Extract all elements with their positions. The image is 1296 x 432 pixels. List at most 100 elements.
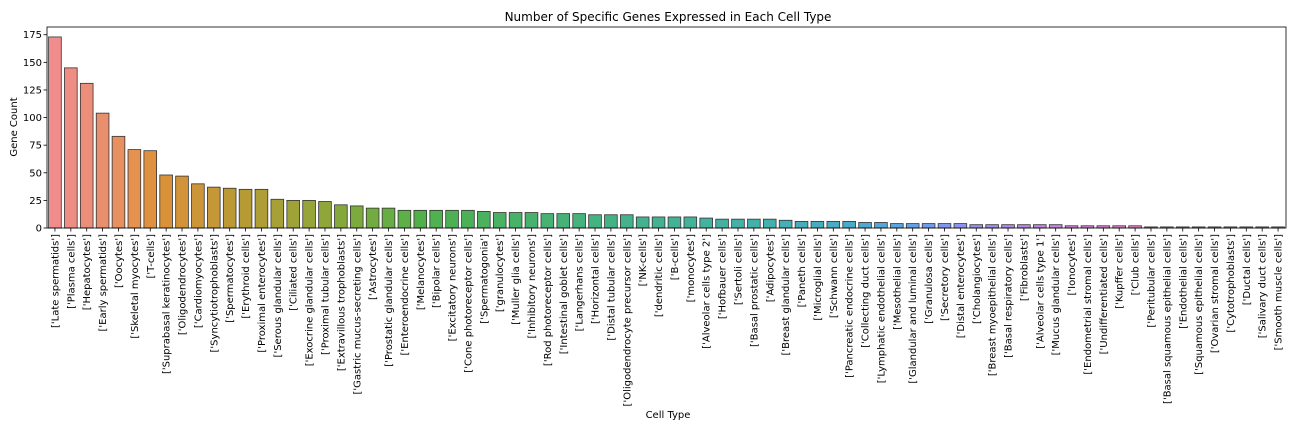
x-axis-ticks: ['Late spermatids'] ['Plasma cells'] ['Hep… bbox=[50, 228, 1285, 407]
x-tick-label: ['Melanocytes'] bbox=[416, 234, 427, 310]
bar bbox=[270, 198, 285, 229]
x-tick-label: ['Ductal cells'] bbox=[1242, 234, 1253, 305]
x-tick-label: ['B-cells'] bbox=[670, 234, 681, 280]
x-tick-label: ['Pancreatic endocrine cells'] bbox=[845, 234, 856, 378]
x-tick-label: ['Ionocytes'] bbox=[1067, 234, 1078, 296]
x-tick-label: ['Mucus glandular cells'] bbox=[1051, 234, 1062, 355]
x-tick-label: ['Proximal tubular cells'] bbox=[320, 234, 331, 355]
x-tick-label: ['Suprabasal keratinocytes'] bbox=[162, 234, 173, 374]
bar bbox=[556, 213, 571, 229]
bar bbox=[334, 204, 348, 229]
x-tick-label: ['Bipolar cells'] bbox=[432, 234, 443, 308]
x-tick-label: ['Gastric mucus-secreting cells'] bbox=[352, 234, 363, 395]
x-tick-label: ['Basal prostatic cells'] bbox=[749, 234, 760, 347]
bar bbox=[778, 219, 793, 229]
x-tick-label: ['Extravillous trophoblasts'] bbox=[336, 234, 347, 371]
bar bbox=[302, 199, 316, 229]
bar bbox=[969, 224, 984, 229]
bar bbox=[1048, 224, 1063, 229]
x-tick-label: ['Spermatogonia'] bbox=[479, 234, 490, 324]
bar bbox=[143, 150, 158, 229]
x-tick-label: ['dendritic cells'] bbox=[654, 234, 665, 317]
x-tick-label: ['Smooth muscle cells'] bbox=[1274, 234, 1285, 350]
x-tick-label: ['Peritubular cells'] bbox=[1146, 234, 1157, 328]
bar bbox=[318, 201, 332, 229]
bar bbox=[64, 67, 78, 229]
y-tick-label: 75 bbox=[29, 141, 42, 152]
bar bbox=[461, 209, 475, 229]
bar bbox=[159, 174, 173, 229]
bar bbox=[365, 207, 380, 229]
x-tick-label: ['Erythroid cells'] bbox=[241, 234, 252, 319]
bar bbox=[286, 199, 300, 229]
bar bbox=[127, 149, 142, 229]
bar bbox=[699, 217, 713, 229]
x-axis-label: Cell Type bbox=[646, 410, 691, 421]
bar bbox=[381, 207, 396, 229]
x-tick-label: ['Proximal enterocytes'] bbox=[257, 234, 268, 353]
x-tick-label: ['Collecting duct cells'] bbox=[861, 234, 872, 348]
x-tick-label: ['Plasma cells'] bbox=[66, 234, 77, 309]
bar bbox=[95, 112, 110, 229]
bar bbox=[191, 183, 205, 229]
plot-frame bbox=[46, 26, 1287, 229]
x-tick-label: ['Syncytiotrophoblasts'] bbox=[209, 234, 220, 353]
bar bbox=[842, 220, 856, 229]
x-tick-label: ['Spermatocytes'] bbox=[225, 234, 236, 323]
bar bbox=[1001, 224, 1015, 229]
bar bbox=[492, 212, 507, 229]
x-tick-label: ['Kupffer cells'] bbox=[1115, 234, 1126, 309]
bar bbox=[651, 216, 666, 229]
x-tick-label: ['granulocytes'] bbox=[495, 234, 506, 312]
x-tick-label: ['Microglial cells'] bbox=[813, 234, 824, 321]
bar bbox=[222, 187, 237, 229]
bar bbox=[540, 213, 555, 229]
y-tick-label: 100 bbox=[23, 113, 42, 124]
bar bbox=[937, 223, 952, 229]
x-tick-label: ['Ovarian stromal cells'] bbox=[1210, 234, 1221, 353]
bar bbox=[810, 220, 825, 229]
x-tick-label: ['Glandular and luminal cells'] bbox=[908, 234, 919, 384]
y-tick-label: 50 bbox=[29, 168, 42, 179]
x-tick-label: ['Lymphatic endothelial cells'] bbox=[876, 234, 887, 383]
bar bbox=[794, 220, 809, 229]
x-tick-label: ['Paneth cells'] bbox=[797, 234, 808, 307]
x-tick-label: ['Cholangiocytes'] bbox=[972, 234, 983, 324]
bar bbox=[238, 188, 253, 229]
bar bbox=[254, 188, 269, 229]
bar bbox=[397, 209, 412, 229]
bar bbox=[985, 224, 999, 229]
bar bbox=[207, 186, 221, 229]
x-tick-label: ['Early spermatids'] bbox=[98, 234, 109, 332]
x-tick-label: ['Club cells'] bbox=[1131, 234, 1142, 295]
bar bbox=[715, 218, 729, 229]
x-tick-label: ['Intestinal goblet cells'] bbox=[559, 234, 570, 354]
x-tick-label: ['Oligodendrocyte precursor cells'] bbox=[622, 234, 633, 407]
x-tick-label: ['Exocrine glandular cells'] bbox=[305, 234, 316, 366]
x-tick-label: ['Breast myoepithelial cells'] bbox=[988, 234, 999, 376]
bar bbox=[1017, 224, 1031, 229]
x-tick-label: ['Fibroblasts'] bbox=[1019, 234, 1030, 301]
bar bbox=[572, 213, 586, 229]
x-tick-label: ['Squamous epithelial cells'] bbox=[1194, 234, 1205, 375]
bar bbox=[890, 223, 904, 229]
x-tick-label: ['Ciliated cells'] bbox=[289, 234, 300, 311]
x-tick-label: ['Breast glandular cells'] bbox=[781, 234, 792, 356]
x-tick-label: ['Adipocytes'] bbox=[765, 234, 776, 302]
x-tick-label: ['Endometrial stromal cells'] bbox=[1083, 234, 1094, 375]
x-tick-label: ['Enteroendocrine cells'] bbox=[400, 234, 411, 356]
bar bbox=[349, 205, 364, 229]
y-tick-label: 175 bbox=[23, 30, 42, 41]
bar bbox=[731, 218, 745, 229]
x-tick-label: ['Salivary duct cells'] bbox=[1258, 234, 1269, 338]
x-tick-label: ['Langerhans cells'] bbox=[575, 234, 586, 331]
bar bbox=[175, 175, 189, 229]
bar bbox=[635, 216, 650, 229]
bar bbox=[445, 209, 459, 229]
x-tick-label: ['Schwann cells'] bbox=[829, 234, 840, 318]
x-tick-label: ['Alveolar cells type 2'] bbox=[702, 234, 713, 349]
x-tick-label: ['Mesothelial cells'] bbox=[892, 234, 903, 330]
x-tick-label: ['Muller glia cells'] bbox=[511, 234, 522, 325]
x-tick-label: ['Rod photoreceptor cells'] bbox=[543, 234, 554, 366]
